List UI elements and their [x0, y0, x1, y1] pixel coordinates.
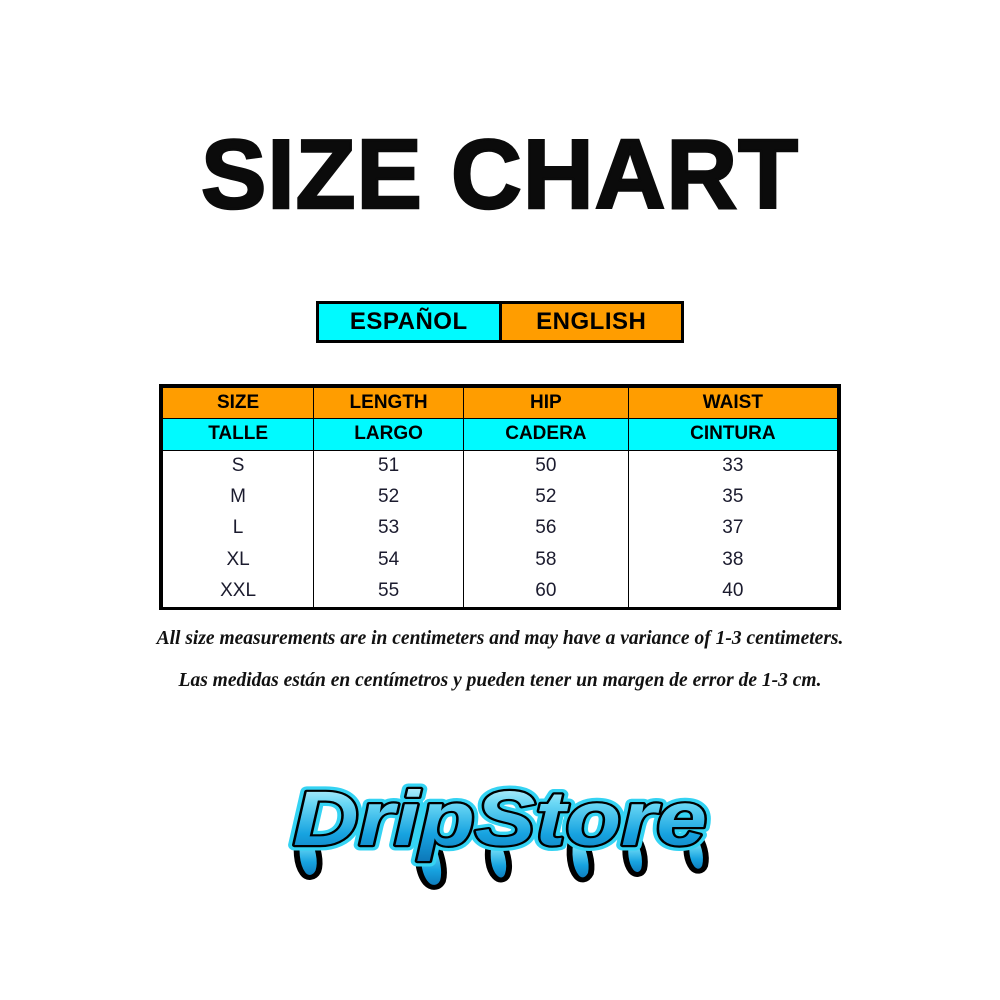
- svg-text:DripStore: DripStore: [293, 776, 707, 862]
